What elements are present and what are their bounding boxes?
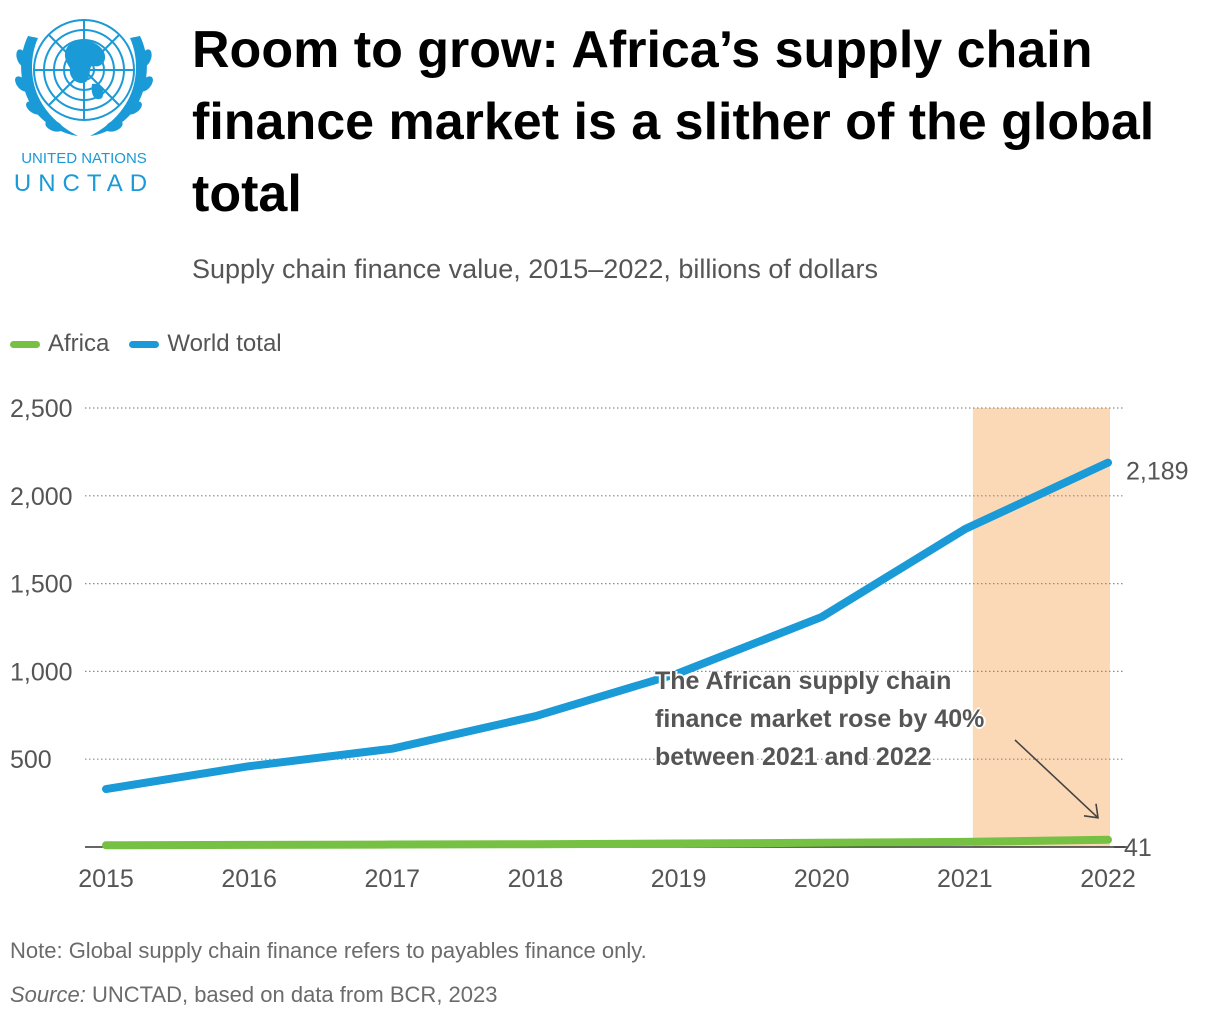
logo-unctad: UNCTAD bbox=[13, 170, 155, 197]
unctad-logo: UNITED NATIONS UNCTAD bbox=[8, 6, 160, 197]
chart-title: Room to grow: Africa’s supply chain fina… bbox=[192, 21, 1155, 223]
y-tick-label: 2,000 bbox=[10, 483, 73, 511]
end-label-africa: 41 bbox=[1124, 834, 1152, 862]
x-tick-label: 2017 bbox=[364, 865, 420, 893]
un-emblem-icon bbox=[15, 19, 153, 136]
x-tick-label: 2022 bbox=[1080, 865, 1136, 893]
x-tick-label: 2021 bbox=[937, 865, 993, 893]
x-tick-label: 2015 bbox=[78, 865, 134, 893]
source-text: UNCTAD, based on data from BCR, 2023 bbox=[85, 982, 498, 1007]
line-chart: 500 1,000 1,500 2,000 2,500 2015 2016 2017 2018 2… bbox=[10, 395, 1189, 893]
legend: Africa World total bbox=[10, 328, 302, 360]
series-line-world bbox=[102, 458, 1112, 794]
legend-label-world: World total bbox=[167, 330, 282, 357]
y-tick-label: 1,000 bbox=[10, 658, 73, 686]
annotation-arrow-head bbox=[1083, 803, 1099, 819]
legend-swatch-africa bbox=[10, 340, 40, 348]
x-tick-label: 2016 bbox=[221, 865, 277, 893]
source-line: Source: UNCTAD, based on data from BCR, … bbox=[10, 982, 498, 1008]
legend-item-world: World total bbox=[129, 330, 282, 358]
chart-annotation: The African supply chain finance market … bbox=[655, 667, 985, 771]
y-tick-label: 2,500 bbox=[10, 395, 73, 423]
annotation-arrow-line bbox=[1014, 739, 1099, 819]
x-tick-label: 2020 bbox=[794, 865, 850, 893]
x-tick-label: 2019 bbox=[651, 865, 707, 893]
series-line-africa bbox=[102, 835, 1112, 850]
y-tick-label: 1,500 bbox=[10, 571, 73, 599]
legend-label-africa: Africa bbox=[48, 330, 110, 357]
legend-item-africa: Africa bbox=[10, 330, 109, 358]
logo-united-nations: UNITED NATIONS bbox=[21, 150, 147, 167]
footnote: Note: Global supply chain finance refers… bbox=[10, 938, 647, 963]
end-label-world: 2,189 bbox=[1126, 458, 1189, 486]
x-tick-label: 2018 bbox=[508, 865, 564, 893]
source-label: Source: bbox=[10, 982, 86, 1007]
y-tick-label: 500 bbox=[10, 746, 52, 774]
chart-subtitle: Supply chain finance value, 2015–2022, b… bbox=[192, 254, 878, 284]
highlight-band bbox=[972, 408, 1110, 847]
legend-swatch-world bbox=[129, 340, 160, 348]
